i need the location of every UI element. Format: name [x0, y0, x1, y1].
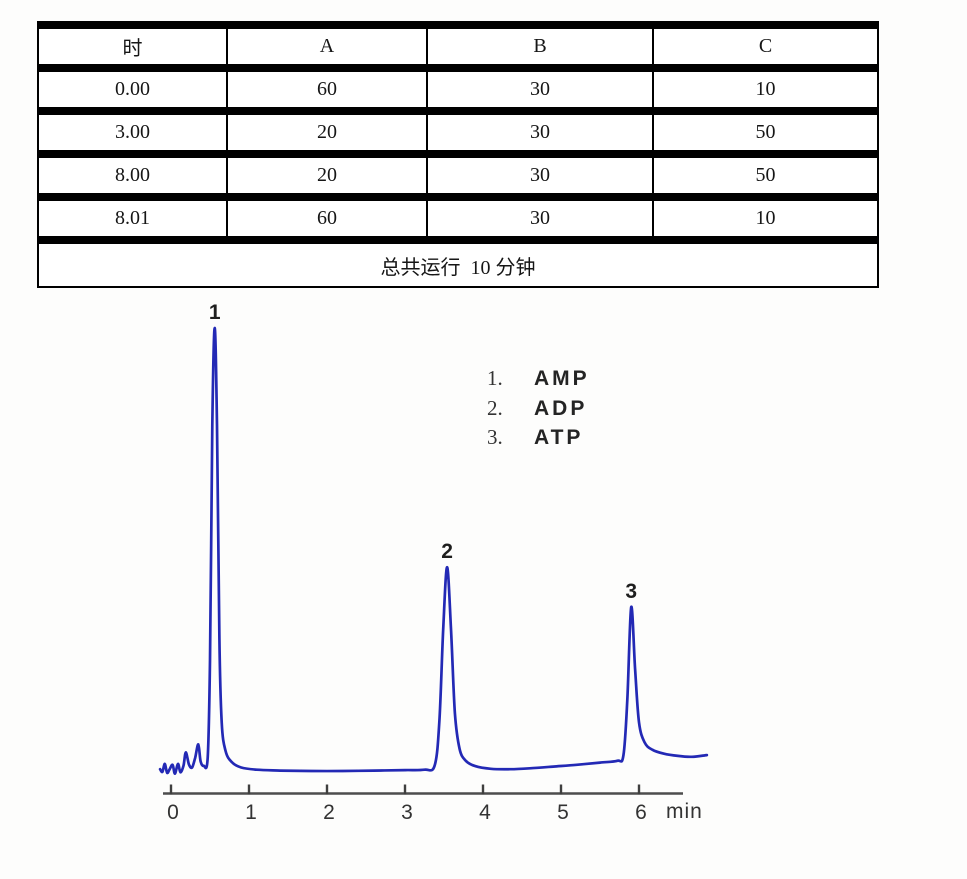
table-row: 8.01 60 30 10	[38, 197, 878, 244]
table-row: 0.00 60 30 10	[38, 68, 878, 115]
legend-item: 1. AMP	[487, 366, 590, 396]
peak-legend: 1. AMP 2. ADP 3. ATP	[487, 366, 590, 455]
legend-item-label: ADP	[534, 396, 588, 420]
table-footer-row: 总共运行 10 分钟	[38, 240, 878, 287]
legend-item-number: 2.	[487, 395, 503, 420]
table-cell: 10	[652, 197, 878, 244]
table-cell: 30	[426, 68, 653, 115]
x-axis-unit-label: min	[666, 800, 703, 823]
table-cell: 8.00	[38, 154, 227, 201]
chromatogram-trace	[158, 326, 709, 776]
x-axis-tick-label: 3	[401, 801, 413, 824]
table-cell: 50	[652, 111, 878, 158]
legend-item-label: AMP	[534, 367, 590, 390]
table-header-cell: A	[226, 25, 427, 72]
x-axis-tick-label: 4	[479, 801, 491, 824]
table-row: 3.00 20 30 50	[38, 111, 878, 158]
legend-item-label: ATP	[534, 426, 584, 449]
table-cell: 50	[652, 154, 878, 201]
table-cell: 8.01	[38, 197, 227, 244]
table-cell: 20	[226, 154, 427, 201]
table-cell: 60	[226, 68, 427, 115]
table-row: 8.00 20 30 50	[38, 154, 878, 201]
legend-item: 3. ATP	[487, 425, 590, 455]
table-header-cell: B	[426, 25, 653, 72]
table-cell: 30	[426, 154, 653, 201]
table-cell: 3.00	[38, 111, 227, 158]
legend-item-number: 3.	[487, 425, 503, 449]
table-cell: 0.00	[38, 68, 227, 115]
peak-label: 2	[441, 540, 453, 564]
table-header-cell: C	[652, 25, 878, 72]
x-axis-tick-label: 5	[557, 801, 569, 824]
table-footer-note: 总共运行 10 分钟	[380, 256, 536, 279]
legend-item: 2. ADP	[487, 396, 590, 426]
table-cell: 20	[226, 111, 427, 158]
legend-item-number: 1.	[487, 366, 503, 390]
peak-label: 1	[208, 301, 221, 324]
table-cell: 30	[426, 197, 653, 244]
table-cell: 10	[652, 68, 878, 115]
table-cell: 30	[426, 111, 653, 158]
peak-label: 3	[625, 580, 638, 604]
x-axis-tick-label: 1	[245, 801, 257, 824]
x-axis-tick-label: 6	[635, 801, 647, 824]
table-header-cell: 时	[38, 25, 227, 72]
x-axis-tick-label: 2	[323, 801, 335, 824]
x-axis-tick-label: 0	[167, 801, 179, 824]
table-cell: 60	[226, 197, 427, 244]
